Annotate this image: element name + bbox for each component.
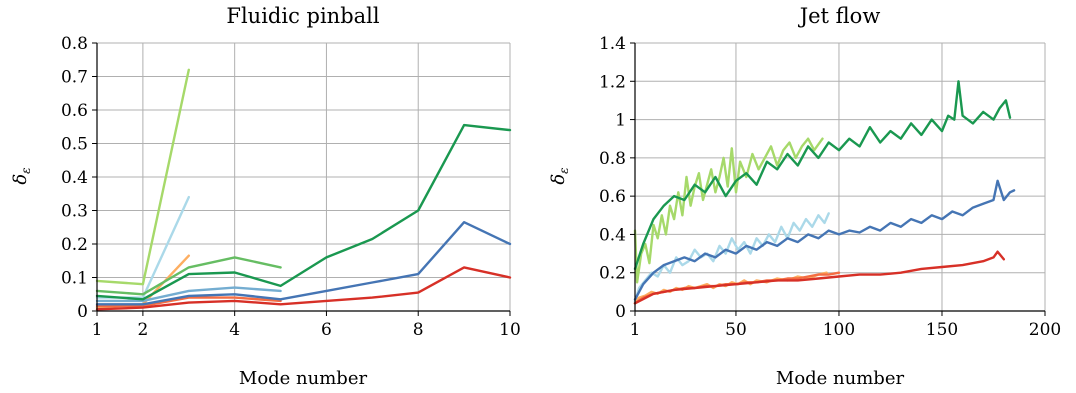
series-line	[95, 296, 282, 308]
series-line	[95, 68, 191, 286]
y-tick-label: 0.8	[599, 149, 626, 169]
y-tick-label: 0	[615, 302, 626, 322]
x-tick-label: 8	[413, 320, 424, 340]
y-tick-label: 0.7	[61, 68, 88, 88]
x-tick-label: 100	[823, 320, 855, 340]
x-tick-label: 1	[630, 320, 641, 340]
x-tick-label: 200	[1029, 320, 1061, 340]
y-tick-label: 1.2	[599, 72, 626, 92]
x-tick-label: 2	[137, 320, 148, 340]
series-line	[95, 123, 512, 301]
x-tick-label: 10	[499, 320, 521, 340]
x-tick-label: 50	[725, 320, 747, 340]
y-tick-label: 0.4	[61, 168, 88, 188]
y-tick-label: 0.4	[599, 225, 626, 245]
series-line	[95, 266, 512, 311]
chart-fluidic-pinball: Fluidic pinball Mode number δε 1 2 4 6 8 10 0 0…	[10, 4, 521, 389]
x-axis-label: Mode number	[239, 368, 368, 389]
y-tick-label: 0.2	[61, 235, 88, 255]
series-line	[95, 286, 282, 303]
x-tick-label: 1	[92, 320, 103, 340]
chart-jet-flow: Jet flow Mode number δε 1 50 100 150 20000.2…	[548, 4, 1061, 389]
y-tick-label: 1.4	[599, 34, 626, 54]
y-axis-label: δε	[548, 167, 571, 184]
chart-title: Jet flow	[798, 4, 881, 28]
y-tick-label: 0.6	[599, 187, 626, 207]
x-axis-label: Mode number	[776, 368, 905, 389]
y-tick-label: 0.3	[61, 202, 88, 222]
x-tick-label: 4	[229, 320, 240, 340]
y-tick-label: 0.5	[61, 135, 88, 155]
series-line	[633, 212, 830, 303]
series-line	[633, 179, 1016, 301]
series-line	[633, 250, 1005, 305]
y-tick-label: 0.2	[599, 264, 626, 284]
y-tick-label: 0.8	[61, 34, 88, 54]
x-tick-label: 150	[926, 320, 958, 340]
series-line	[633, 80, 1012, 271]
y-axis-label: δε	[10, 167, 33, 184]
chart-title: Fluidic pinball	[226, 4, 379, 28]
y-tick-label: 0	[77, 302, 88, 322]
series-line	[95, 256, 282, 296]
y-tick-label: 0.1	[61, 269, 88, 289]
series-line	[633, 271, 841, 305]
y-tick-label: 1	[615, 111, 626, 131]
x-tick-label: 6	[321, 320, 332, 340]
series-line	[95, 220, 512, 306]
y-tick-label: 0.6	[61, 101, 88, 121]
